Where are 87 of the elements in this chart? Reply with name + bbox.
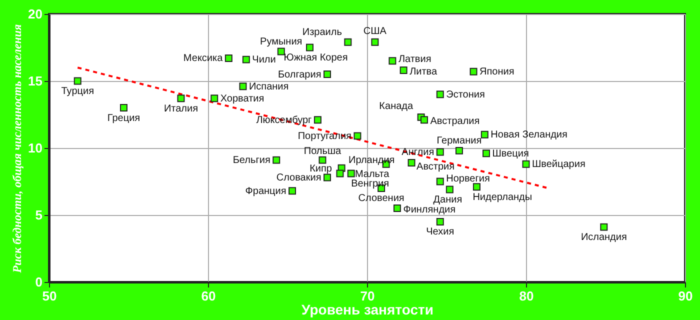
point [272,156,280,164]
annotation: Кипр [310,163,332,174]
point [393,204,401,212]
annotation: Новая Зеландия [490,130,568,141]
annotation: Чили [252,54,276,66]
annotation: Австралия [430,116,480,127]
point [288,187,296,195]
point [436,148,444,156]
annotation: Румыния [260,36,302,48]
annotation: Португалия [298,130,352,142]
x-axis-title: Уровень занятости [302,302,434,318]
point [408,159,416,166]
point [388,57,396,65]
point [480,130,488,138]
y-axis-title: Риск бедности, общая численность населения [10,24,24,273]
annotation: Литва [410,66,438,78]
point [120,104,128,112]
annotation: Канада [379,101,414,112]
annotation: Исландия [580,232,627,244]
annotation: Южная Корея [284,52,348,64]
point [354,132,362,140]
point [74,77,82,85]
point [177,94,185,102]
point [318,156,326,164]
x-tick-label: 80 [519,288,534,304]
point [371,38,379,46]
annotation: Ирландия [348,155,395,166]
annotation: Венгрия [351,178,390,190]
annotation: Швейцария [532,159,586,170]
annotation: Нидерланды [472,192,532,203]
point [210,94,218,102]
y-tick-label: 20 [28,6,42,22]
point [436,90,444,98]
annotation: Польша [304,146,342,158]
point [455,146,463,154]
x-tick-label: 70 [360,288,375,304]
point [436,218,444,226]
annotation: Япония [480,66,514,78]
point [224,54,232,62]
point [400,66,408,74]
y-tick-label: 0 [35,274,42,290]
y-tick-label: 15 [28,74,42,88]
annotation: Хорватия [220,93,264,104]
annotation: Мальта [354,169,390,180]
point [324,70,331,78]
annotation: Чехия [426,226,454,238]
point [239,82,247,90]
annotation: Австрия [416,162,455,173]
point [242,56,250,64]
annotation: Болгария [278,69,322,80]
annotation: Эстония [446,89,485,100]
point [347,170,355,178]
annotation: Израиль [302,27,342,38]
point [600,223,608,231]
point [420,116,428,124]
point [344,38,352,46]
y-tick-label: 10 [28,140,42,156]
annotation: Латвия [398,54,432,65]
point [324,174,331,182]
point [277,48,285,56]
x-tick-label: 50 [42,288,57,304]
annotation: США [363,26,387,38]
annotation: Швеция [492,148,529,160]
point [482,150,490,158]
annotation: Финляндия [403,204,456,216]
x-tick-label: 90 [678,288,693,304]
point [314,116,322,124]
annotation: Словения [358,193,404,204]
annotation: Франция [245,186,286,197]
annotation: Мексика [183,53,224,64]
annotation: Норвегия [446,174,490,184]
x-tick-label: 60 [201,288,216,304]
point [522,160,530,168]
point [336,170,344,178]
annotation: Германия [436,136,482,147]
y-tick-label: 5 [35,208,42,222]
annotation: Словакия [276,172,322,184]
annotation: Турция [61,86,94,97]
point [470,68,478,76]
annotation: Италия [164,103,198,114]
point [446,186,454,194]
annotation: Испания [248,81,289,92]
annotation: Греция [107,112,140,124]
point [306,44,314,52]
annotation: Бельгия [232,155,270,166]
annotation: Дания [433,194,462,206]
point [436,178,444,186]
